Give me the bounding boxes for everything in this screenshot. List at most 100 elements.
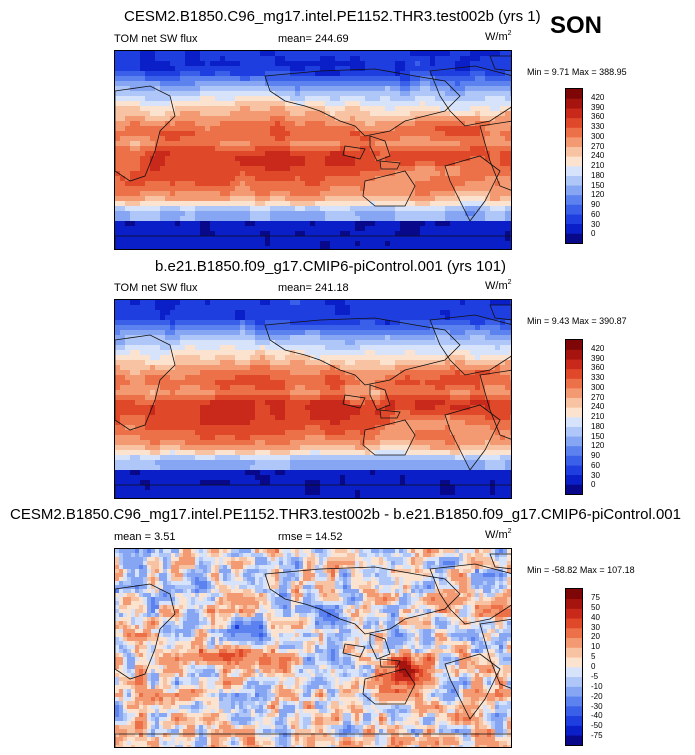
map-cell [185, 305, 191, 311]
map-cell [210, 216, 216, 222]
map-cell [295, 216, 301, 222]
map-cell [345, 226, 351, 232]
map-cell [500, 241, 506, 247]
map-cell [210, 360, 216, 366]
map-cell [295, 305, 301, 311]
map-cell [280, 330, 286, 336]
map-cell [250, 370, 256, 376]
map-cell [365, 111, 371, 117]
map-cell [250, 166, 256, 172]
map-cell [465, 390, 471, 396]
map-cell [150, 116, 156, 122]
map-cell [240, 186, 246, 192]
map-cell [215, 126, 221, 132]
map-cell [370, 51, 376, 57]
map-cell [490, 395, 496, 401]
map-cell [345, 236, 351, 242]
map-cell [225, 370, 231, 376]
map-cell [380, 71, 386, 77]
map-cell [185, 390, 191, 396]
map-cell [455, 300, 461, 306]
map-cell [475, 186, 481, 192]
map-cell [130, 400, 136, 406]
map-cell [455, 131, 461, 137]
map-cell [330, 320, 336, 326]
map-cell [490, 111, 496, 117]
map-cell [365, 390, 371, 396]
map-cell [280, 310, 286, 316]
map-cell [135, 146, 141, 152]
map-cell [490, 211, 496, 217]
map-cell [475, 136, 481, 142]
map-cell [325, 405, 331, 411]
map-cell [245, 325, 251, 331]
map-cell [295, 146, 301, 152]
map-cell [125, 61, 131, 67]
map-cell [300, 61, 306, 67]
map-cell [425, 81, 431, 87]
map-cell [260, 390, 266, 396]
map-cell [495, 106, 501, 112]
map-cell [385, 116, 391, 122]
map-cell [505, 76, 511, 82]
map-cell [485, 121, 491, 127]
map-cell [470, 246, 476, 249]
map-cell [385, 161, 391, 167]
colorbar-tick-label: 180 [591, 170, 605, 180]
map-cell [170, 335, 176, 341]
map-cell [505, 216, 511, 222]
map-cell [210, 345, 216, 351]
map-cell [305, 201, 311, 207]
map-cell [250, 196, 256, 202]
map-cell [325, 310, 331, 316]
colorbar-swatch [566, 117, 582, 128]
map-cell [400, 151, 406, 157]
map-cell [245, 51, 251, 57]
map-cell [225, 141, 231, 147]
map-cell [395, 246, 401, 249]
map-cell [420, 246, 426, 249]
map-cell [475, 151, 481, 157]
map-cell [235, 176, 241, 182]
map-cell [310, 101, 316, 107]
map-cell [460, 201, 466, 207]
map-cell [255, 196, 261, 202]
map-cell [400, 51, 406, 57]
map-cell [260, 380, 266, 386]
map-cell [345, 166, 351, 172]
map-cell [355, 106, 361, 112]
map-cell [430, 61, 436, 67]
map-cell [185, 236, 191, 242]
map-cell [415, 201, 421, 207]
map-cell [280, 71, 286, 77]
map-cell [455, 81, 461, 87]
map-cell [410, 400, 416, 406]
map-cell [315, 61, 321, 67]
map-cell [260, 370, 266, 376]
map-cell [435, 186, 441, 192]
map-cell [215, 305, 221, 311]
map-cell [320, 156, 326, 162]
map-cell [115, 221, 121, 227]
map-cell [425, 226, 431, 232]
map-cell [470, 146, 476, 152]
map-cell [355, 181, 361, 187]
map-cell [150, 390, 156, 396]
map-cell [475, 56, 481, 62]
map-cell [330, 375, 336, 381]
map-cell [265, 365, 271, 371]
map-cell [180, 350, 186, 356]
map-cell [115, 365, 121, 371]
map-cell [475, 340, 481, 346]
map-cell [140, 176, 146, 182]
map-cell [275, 201, 281, 207]
map-cell [160, 241, 166, 247]
map-cell [185, 186, 191, 192]
map-cell [440, 171, 446, 177]
map-cell [510, 96, 511, 102]
map-cell [390, 226, 396, 232]
map-cell [430, 390, 436, 396]
map-cell [355, 76, 361, 82]
map-cell [510, 161, 511, 167]
map-cell [260, 206, 266, 212]
